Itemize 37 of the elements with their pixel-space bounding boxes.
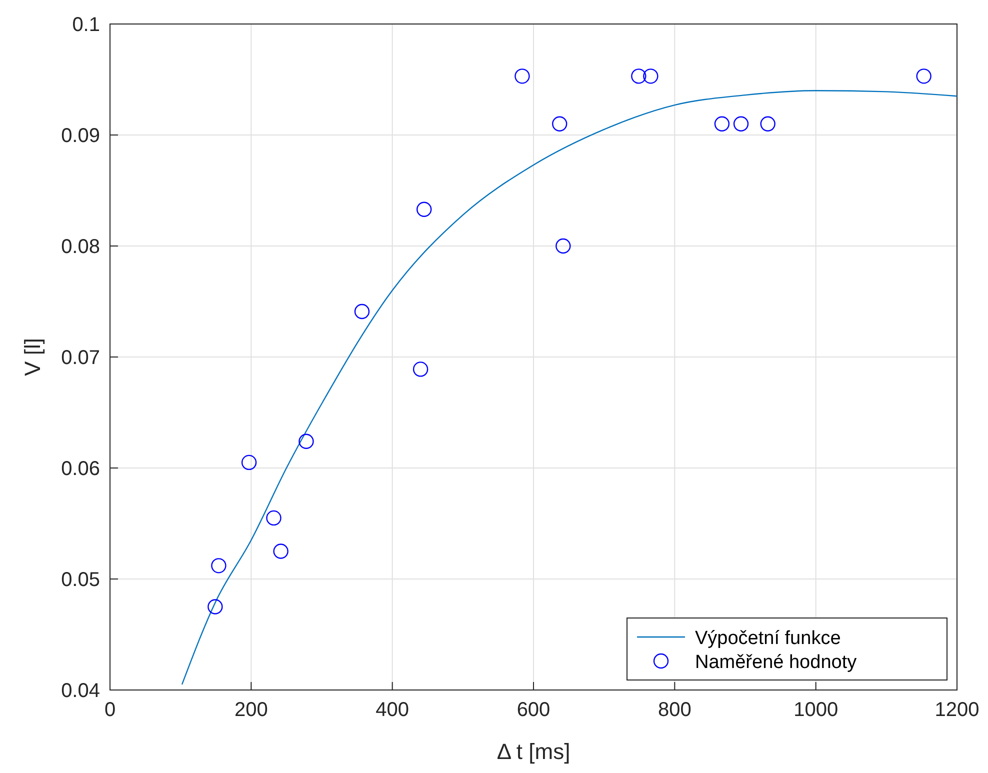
point [298, 434, 314, 449]
y-tick-label: 0.08 [61, 236, 100, 258]
point [514, 68, 530, 84]
point [273, 544, 288, 559]
point [714, 116, 730, 132]
y-tick-label: 0.04 [61, 680, 100, 702]
point [916, 68, 932, 84]
point [416, 202, 432, 217]
point [556, 238, 571, 254]
legend-label: Výpočetní funkce [695, 628, 841, 649]
x-tick-label: 0 [104, 699, 116, 721]
y-axis-title: V [l] [20, 338, 45, 376]
point [354, 304, 370, 320]
x-tick-label: 600 [516, 699, 550, 721]
y-tick-label: 0.07 [61, 347, 100, 369]
y-tick-label: 0.1 [72, 14, 100, 36]
point [631, 68, 646, 84]
x-tick-label: 1000 [794, 699, 838, 721]
point [412, 362, 428, 377]
point [211, 558, 226, 574]
point [733, 116, 749, 132]
legend-label: Naměřené hodnoty [695, 652, 858, 673]
y-tick-label: 0.05 [61, 569, 100, 591]
point [552, 116, 568, 132]
point [760, 116, 776, 132]
x-tick-label: 200 [234, 699, 268, 721]
point [266, 510, 282, 526]
x-tick-label: 1200 [934, 699, 980, 721]
point [208, 599, 223, 614]
y-tick-label: 0.09 [61, 125, 100, 147]
point [241, 454, 257, 470]
line-series [181, 90, 958, 686]
x-axis-title: Δ t [ms] [496, 739, 570, 764]
y-tick-label: 0.06 [61, 458, 100, 480]
x-tick-label: 400 [376, 699, 410, 721]
x-tick-label: 800 [658, 699, 692, 721]
point [643, 68, 658, 84]
